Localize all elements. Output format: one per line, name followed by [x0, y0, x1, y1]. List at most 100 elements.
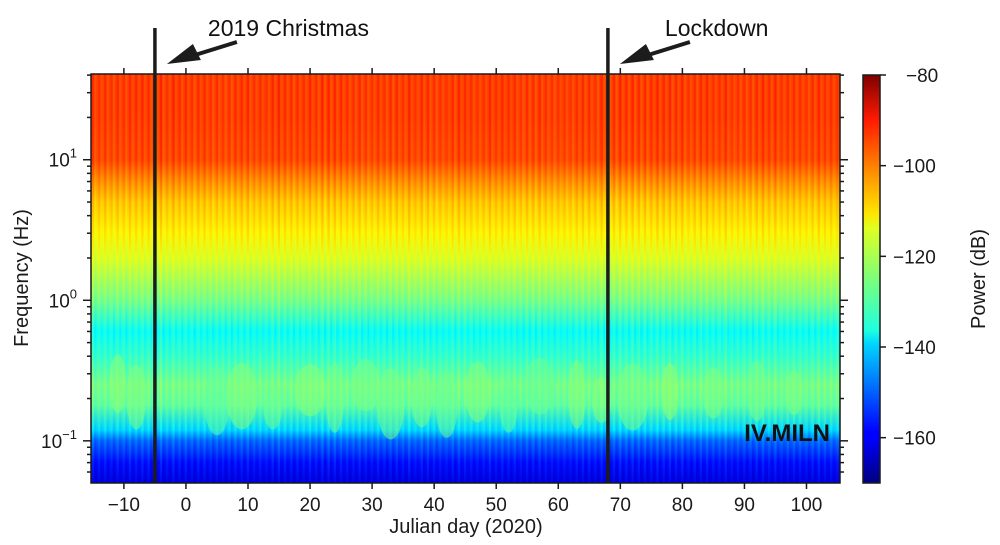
nightly-stripe	[621, 74, 624, 483]
nightly-stripe	[578, 74, 581, 483]
nightly-stripe	[324, 74, 326, 483]
nightly-stripe	[237, 74, 239, 483]
nightly-stripe	[609, 74, 612, 483]
nightly-stripe	[262, 74, 264, 483]
microseism-blob	[785, 370, 803, 415]
daily-stripe	[370, 74, 374, 483]
microseism-blob	[747, 360, 767, 421]
daily-stripe	[650, 74, 653, 483]
nightly-stripe	[715, 74, 717, 483]
x-tick-label: −10	[108, 495, 140, 516]
nightly-stripe	[466, 74, 469, 483]
nightly-stripe	[522, 74, 525, 483]
nightly-stripe	[590, 74, 593, 483]
nightly-stripe	[218, 74, 221, 483]
nightly-stripe	[193, 74, 196, 483]
nightly-stripe	[479, 74, 481, 483]
daily-stripe	[222, 74, 225, 483]
nightly-stripe	[795, 74, 798, 483]
daily-stripe	[420, 74, 423, 483]
nightly-stripe	[770, 74, 773, 483]
nightly-stripe	[826, 74, 829, 483]
daily-stripe	[575, 74, 578, 483]
nightly-stripe	[721, 74, 723, 483]
nightly-stripe	[659, 74, 661, 483]
nightly-stripe	[566, 74, 568, 483]
nightly-stripe	[460, 74, 463, 483]
daily-stripe	[507, 74, 510, 483]
nightly-stripe	[628, 74, 630, 483]
daily-stripe	[321, 74, 324, 483]
nightly-stripe	[162, 74, 165, 483]
daily-stripe	[482, 74, 485, 483]
microseism-blob	[616, 363, 649, 431]
daily-stripe	[110, 74, 113, 483]
daily-stripe	[836, 74, 839, 483]
nightly-stripe	[634, 74, 637, 483]
colorbar-tick-label: −80	[906, 66, 938, 87]
daily-stripe	[687, 74, 690, 483]
daily-stripe	[588, 74, 591, 483]
x-tick-label: 50	[486, 495, 507, 516]
nightly-stripe	[485, 74, 488, 483]
nightly-stripe	[224, 74, 227, 483]
spectrogram-heatmap	[91, 74, 840, 483]
daily-stripe	[526, 74, 529, 483]
nightly-stripe	[696, 74, 699, 483]
daily-stripe	[631, 74, 634, 483]
nightly-stripe	[317, 74, 320, 483]
daily-stripe	[135, 74, 138, 483]
daily-stripe	[774, 74, 777, 483]
x-tick-label: 100	[791, 495, 823, 516]
nightly-stripe	[684, 74, 686, 483]
microseism-blobs	[109, 354, 803, 440]
nightly-stripe	[777, 74, 779, 483]
microseism-blob	[435, 370, 458, 438]
daily-stripe	[830, 74, 833, 483]
nightly-stripe	[206, 74, 208, 483]
nightly-stripe	[454, 74, 457, 483]
daily-stripe	[116, 74, 119, 483]
nightly-stripe	[764, 74, 767, 483]
daily-stripe	[426, 74, 429, 483]
daily-stripe	[780, 74, 783, 483]
y-tick-label: 101	[49, 146, 77, 172]
nightly-stripe	[516, 74, 519, 483]
daily-stripe	[532, 74, 535, 483]
nightly-stripe	[181, 74, 184, 483]
nightly-stripe	[690, 74, 692, 483]
daily-stripe	[122, 74, 125, 483]
x-axis: −10 0 10 20 30 40 50 60 70 80 90 100	[108, 68, 823, 516]
daily-stripe	[513, 74, 516, 483]
nightly-stripe	[268, 74, 270, 483]
nightly-stripe	[144, 74, 146, 483]
daily-stripe	[197, 74, 200, 483]
station-label: IV.MILN	[744, 420, 830, 447]
nightly-stripe	[113, 74, 115, 483]
daily-stripe	[737, 74, 740, 483]
nightly-stripe	[473, 74, 475, 483]
nightly-stripe	[410, 74, 413, 483]
daily-stripe	[97, 74, 101, 483]
nightly-stripe	[373, 74, 376, 483]
daily-stripe	[259, 74, 262, 483]
daily-stripe	[519, 74, 522, 483]
microseism-blob	[377, 368, 405, 440]
plot-frame	[90, 73, 841, 484]
nightly-stripe	[125, 74, 128, 483]
nightly-stripe	[435, 74, 438, 483]
daily-stripe	[470, 74, 473, 483]
daily-stripe	[550, 74, 554, 483]
nightly-stripe	[510, 74, 512, 483]
y-axis: 101 100 10−1	[41, 74, 848, 473]
daily-stripe	[619, 74, 622, 483]
microseism-blob	[325, 363, 345, 433]
daily-stripe	[308, 74, 312, 483]
colorbar-tick-label: −120	[893, 247, 936, 268]
daily-stripe	[104, 74, 107, 483]
nightly-stripe	[783, 74, 786, 483]
daily-stripe	[805, 74, 808, 483]
daily-stripe	[768, 74, 771, 483]
daily-stripe	[718, 74, 721, 483]
nightly-stripe	[417, 74, 419, 483]
